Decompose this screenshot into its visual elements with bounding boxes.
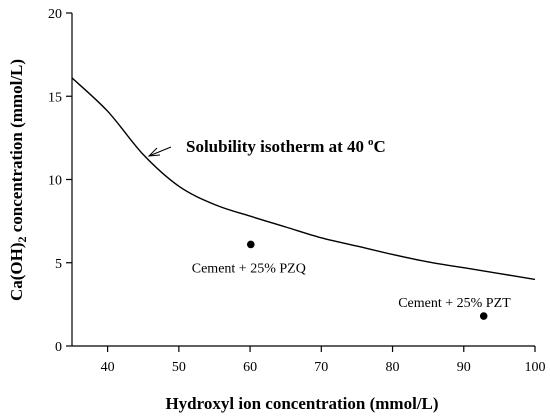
x-tick-label: 100 [525,360,546,375]
y-tick-label: 15 [48,90,62,105]
data-point [479,312,488,320]
x-tick-label: 50 [172,360,186,375]
x-tick-label: 60 [243,360,257,375]
isotherm-label: Solubility isotherm at 40 oC [186,136,386,156]
y-tick-label: 5 [55,257,62,272]
x-tick-label: 90 [457,360,471,375]
annotation-arrow-head [147,147,161,157]
x-axis-ticks: 40 50 60 70 80 90 100 [101,346,546,375]
solubility-isotherm-curve [71,77,536,281]
data-point-label: Cement + 25% PZT [398,296,511,311]
annotation-arrow-line [148,146,172,157]
curve-annotation: Solubility isotherm at 40 oC [147,136,386,157]
y-axis-title: Ca(OH)2 concentration (mmol/L) [7,59,29,301]
y-axis-ticks: 0 5 10 15 20 [48,7,72,355]
data-points: Cement + 25% PZQ Cement + 25% PZT [192,240,511,320]
x-axis-title: Hydroxyl ion concentration (mmol/L) [165,394,438,413]
x-tick-label: 80 [386,360,400,375]
y-tick-label: 10 [48,174,62,189]
y-tick-label: 20 [48,7,62,22]
x-tick-label: 70 [314,360,328,375]
y-tick-label: 0 [55,340,62,355]
x-tick-label: 40 [101,360,115,375]
data-point-label: Cement + 25% PZQ [192,261,306,276]
data-point [246,240,255,249]
